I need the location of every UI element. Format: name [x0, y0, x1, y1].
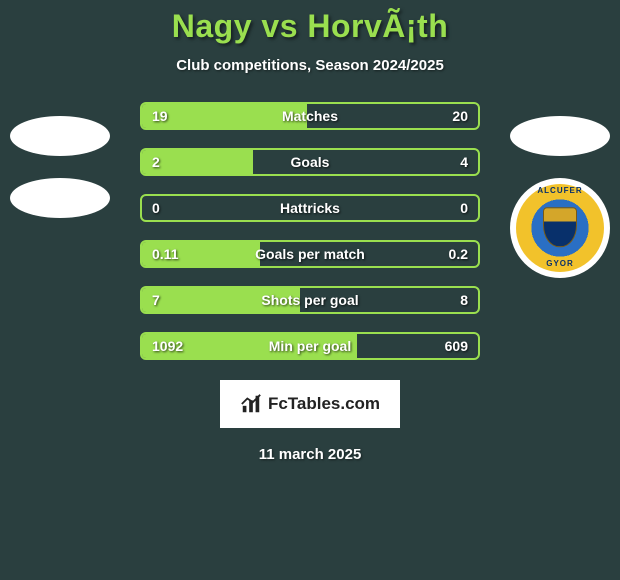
stat-label: Goals	[291, 154, 330, 170]
stat-label: Min per goal	[269, 338, 351, 354]
stat-value-left: 2	[152, 154, 160, 170]
stat-row: 19 20 Matches	[140, 102, 480, 130]
stat-label: Goals per match	[255, 246, 365, 262]
crest-shield	[543, 207, 577, 247]
stat-value-left: 0	[152, 200, 160, 216]
badge-placeholder	[10, 178, 110, 218]
crest-top-text: ALCUFER	[537, 186, 582, 195]
badge-placeholder	[510, 116, 610, 156]
crest-bottom-text: GYOR	[546, 259, 574, 268]
header: Nagy vs HorvÃ¡th Club competitions, Seas…	[0, 0, 620, 74]
chart-icon	[240, 393, 262, 415]
logo-text: FcTables.com	[268, 394, 380, 414]
stat-row: 2 4 Goals	[140, 148, 480, 176]
stat-row: 0 0 Hattricks	[140, 194, 480, 222]
stat-label: Shots per goal	[261, 292, 358, 308]
stat-value-right: 0.2	[449, 246, 468, 262]
stat-value-right: 0	[460, 200, 468, 216]
stat-value-left: 7	[152, 292, 160, 308]
site-logo[interactable]: FcTables.com	[220, 380, 400, 428]
badge-placeholder	[10, 116, 110, 156]
stat-value-right: 20	[452, 108, 468, 124]
player-right-badges: ALCUFER GYOR	[510, 116, 610, 278]
stat-value-left: 19	[152, 108, 168, 124]
stat-row: 7 8 Shots per goal	[140, 286, 480, 314]
player-left-badges	[10, 116, 110, 218]
stat-value-right: 8	[460, 292, 468, 308]
page-subtitle: Club competitions, Season 2024/2025	[0, 57, 620, 74]
stat-bar-right	[253, 150, 478, 174]
stat-label: Matches	[282, 108, 338, 124]
stats-list: 19 20 Matches 2 4 Goals 0 0 Hattricks 0.11 0.2 Goal…	[140, 102, 480, 360]
stat-value-left: 1092	[152, 338, 183, 354]
stat-value-right: 609	[445, 338, 468, 354]
stat-row: 0.11 0.2 Goals per match	[140, 240, 480, 268]
page-title: Nagy vs HorvÃ¡th	[0, 8, 620, 45]
stat-row: 1092 609 Min per goal	[140, 332, 480, 360]
stat-label: Hattricks	[280, 200, 340, 216]
stat-value-right: 4	[460, 154, 468, 170]
date-label: 11 march 2025	[0, 446, 620, 463]
stat-value-left: 0.11	[152, 246, 178, 262]
club-crest: ALCUFER GYOR	[510, 178, 610, 278]
